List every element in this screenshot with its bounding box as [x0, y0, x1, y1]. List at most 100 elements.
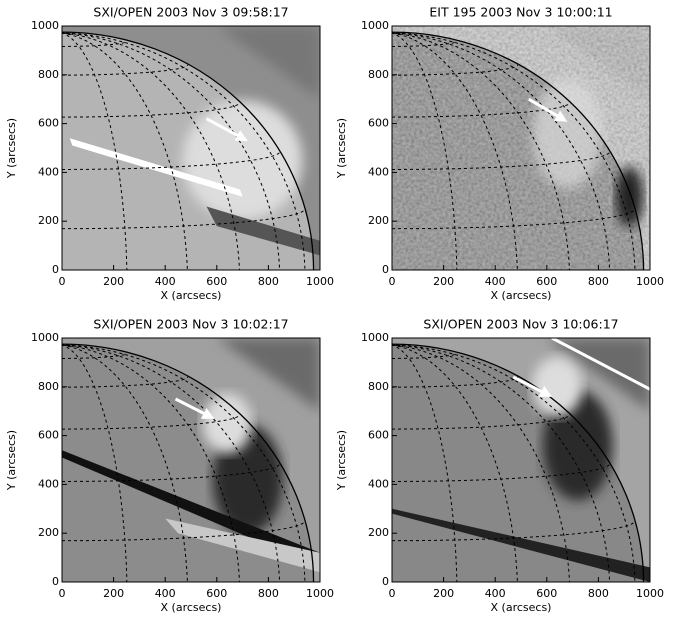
meridian [62, 32, 128, 270]
panel: 0 200 400 600 800 1000 0 200 400 600 800 1000 SXI/OP… [335, 317, 664, 615]
x-axis-label: X (arcsecs) [491, 289, 552, 302]
y-tick-label: 600 [38, 429, 59, 442]
y-tick-label: 400 [368, 165, 389, 178]
solar-image [392, 26, 650, 270]
bright-band [165, 518, 320, 573]
meridian [392, 32, 518, 270]
x-tick-label: 400 [155, 587, 176, 600]
meridian [392, 344, 458, 582]
limb [62, 343, 315, 582]
y-tick-label: 200 [368, 526, 389, 539]
meridian [392, 32, 611, 270]
y-tick-label: 0 [52, 575, 59, 588]
dark-region [615, 166, 644, 227]
corner-region [216, 338, 320, 412]
solar-disk [392, 344, 644, 582]
parallel [392, 463, 611, 482]
y-tick-label: 200 [368, 214, 389, 227]
meridian [62, 344, 306, 582]
meridian [392, 32, 458, 270]
y-tick-label: 400 [38, 165, 59, 178]
y-tick-label: 800 [368, 380, 389, 393]
y-tick-label: 0 [382, 263, 389, 276]
panel-title: SXI/OPEN 2003 Nov 3 10:02:17 [93, 317, 288, 332]
y-tick-label: 0 [52, 263, 59, 276]
y-tick-label: 600 [368, 429, 389, 442]
y-tick-label: 800 [38, 68, 59, 81]
x-tick-label: 600 [206, 275, 227, 288]
parallel [62, 64, 189, 76]
axes-frame [391, 337, 651, 583]
y-tick-label: 200 [38, 214, 59, 227]
y-tick-label: 1000 [31, 331, 59, 344]
x-tick-label: 800 [588, 587, 609, 600]
y-axis-label: Y (arcsecs) [335, 430, 348, 491]
parallel [62, 520, 306, 542]
dimming [542, 390, 613, 501]
x-tick-label: 0 [389, 275, 396, 288]
x-tick-label: 400 [485, 587, 506, 600]
panel: 0 200 400 600 800 1000 0 200 400 600 800 1000 SXI/OP… [5, 5, 334, 303]
parallel [62, 151, 281, 170]
parallel [392, 376, 519, 388]
x-axis-label: X (arcsecs) [161, 289, 222, 302]
parallel [62, 376, 189, 388]
corner-region [546, 338, 650, 412]
x-tick-label: 600 [536, 275, 557, 288]
y-axis-label: Y (arcsecs) [335, 118, 348, 179]
parallel [392, 208, 636, 230]
meridian [62, 344, 281, 582]
streak [62, 450, 320, 568]
y-tick-label: 200 [38, 526, 59, 539]
x-tick-label: 1000 [306, 587, 334, 600]
meridian [392, 344, 571, 582]
solar-image [62, 338, 320, 582]
bright-region [532, 78, 603, 189]
parallel [62, 208, 306, 230]
x-axis-label: X (arcsecs) [161, 601, 222, 614]
x-tick-label: 1000 [636, 275, 664, 288]
y-tick-label: 800 [368, 68, 389, 81]
streak [392, 508, 650, 582]
parallel [392, 151, 611, 170]
x-tick-label: 600 [206, 587, 227, 600]
meridian [392, 32, 571, 270]
y-tick-label: 1000 [31, 19, 59, 32]
streak [69, 138, 243, 197]
axes-frame [391, 25, 651, 271]
parallel [392, 64, 519, 76]
parallel [62, 463, 281, 482]
panel-title: SXI/OPEN 2003 Nov 3 09:58:17 [93, 5, 288, 20]
meridian [392, 32, 636, 270]
y-tick-label: 1000 [361, 19, 389, 32]
x-tick-label: 1000 [306, 275, 334, 288]
x-tick-label: 800 [588, 275, 609, 288]
meridian [62, 32, 306, 270]
texture [392, 26, 650, 270]
meridian [392, 344, 611, 582]
y-tick-label: 600 [38, 117, 59, 130]
meridian [392, 344, 636, 582]
axes-frame [61, 25, 321, 271]
x-tick-label: 400 [485, 275, 506, 288]
arrow [527, 97, 568, 122]
x-tick-label: 0 [59, 275, 66, 288]
limb [62, 31, 315, 270]
solar-image [62, 26, 320, 270]
panel: 0 200 400 600 800 1000 0 200 400 600 800 1000 SXI/OP… [5, 317, 334, 615]
x-tick-label: 0 [389, 587, 396, 600]
arrow [205, 117, 248, 142]
parallel [392, 520, 636, 542]
y-tick-label: 800 [38, 380, 59, 393]
bright-region [182, 100, 303, 221]
x-tick-label: 1000 [636, 587, 664, 600]
y-tick-label: 0 [382, 575, 389, 588]
y-axis-label: Y (arcsecs) [5, 118, 18, 179]
shadow-band [206, 206, 320, 256]
saturation-line [551, 338, 650, 391]
meridian [62, 32, 281, 270]
meridian [62, 344, 241, 582]
meridian [62, 32, 241, 270]
y-tick-label: 1000 [361, 331, 389, 344]
